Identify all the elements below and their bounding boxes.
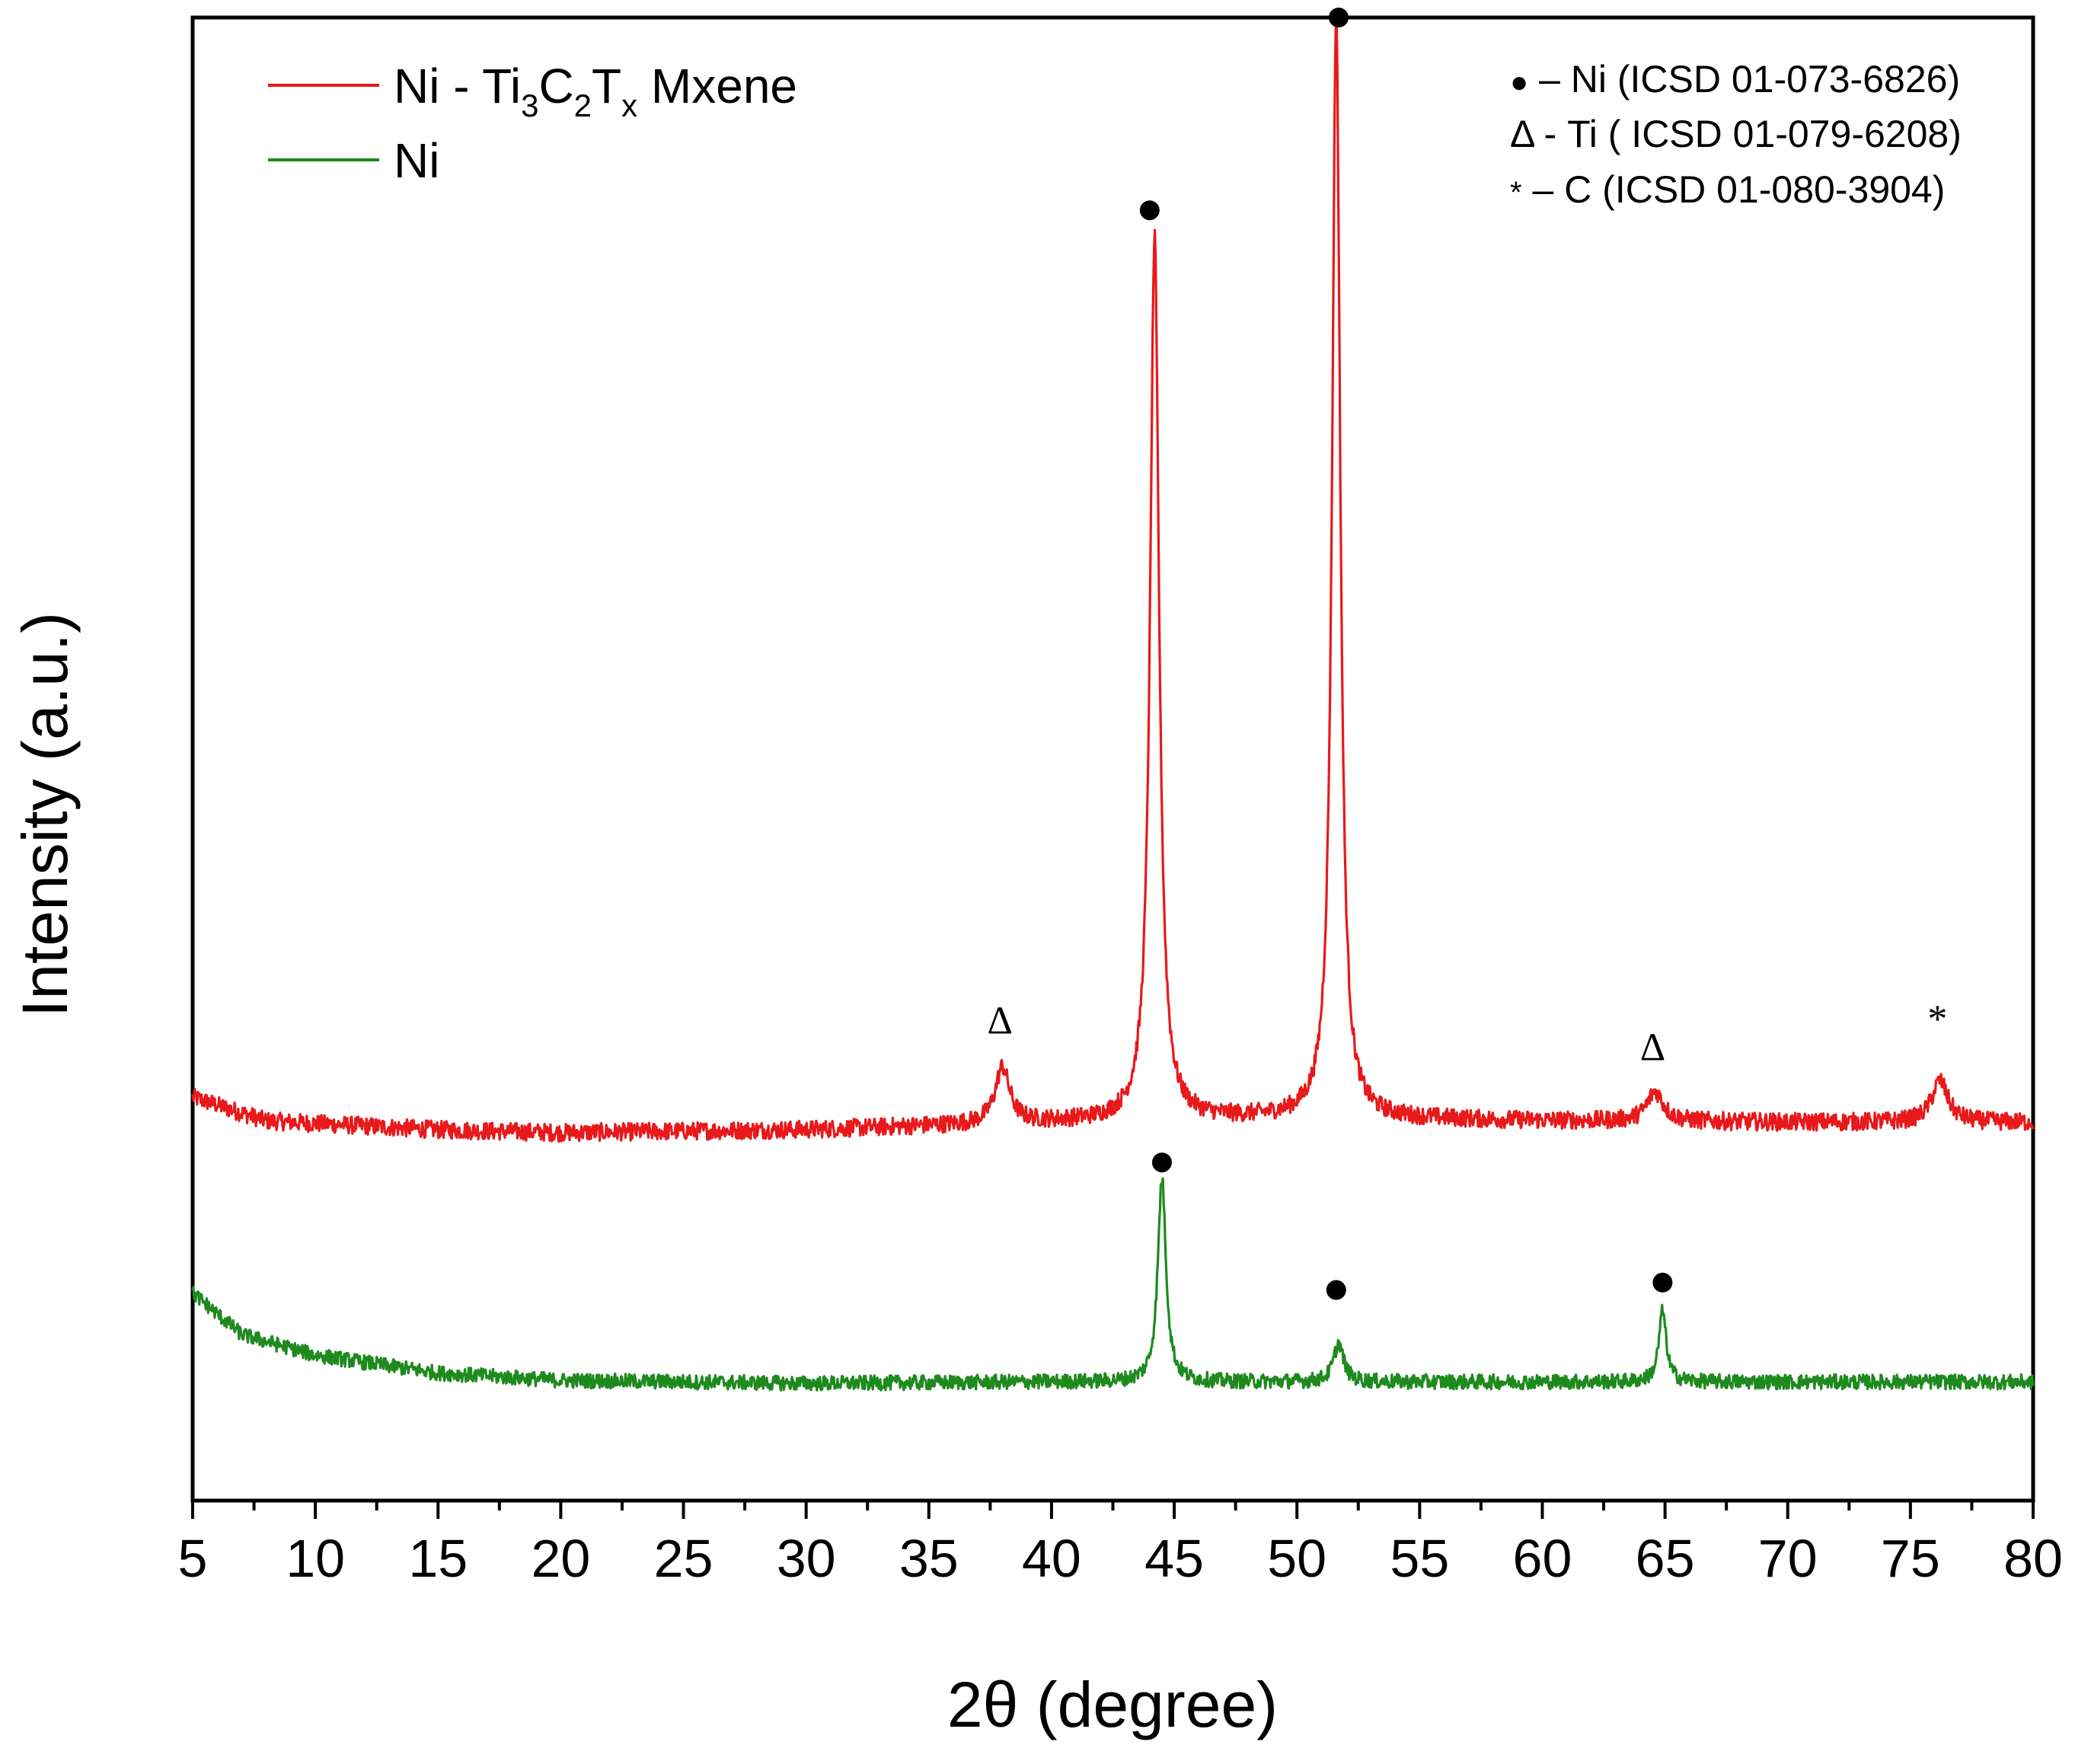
x-tick-label: 55 [1390, 1529, 1449, 1588]
reference-entry-c: * – C (ICSD 01-080-3904) [1510, 168, 1945, 211]
x-tick-label: 60 [1513, 1529, 1572, 1588]
y-axis-label: Intensity (a.u.) [9, 612, 81, 1017]
x-tick-label: 35 [899, 1529, 959, 1588]
legend-label-mxene: Ni - Ti3C2Tx Mxene [394, 59, 797, 123]
reference-entry-ni: ● – Ni (ICSD 01-073-6826) [1510, 58, 1960, 100]
ni-peak-marker [1139, 200, 1160, 221]
x-tick-label: 5 [178, 1529, 208, 1588]
x-tick-label: 65 [1636, 1529, 1695, 1588]
ni-peak-marker [1326, 1280, 1346, 1300]
x-tick-label: 30 [777, 1529, 836, 1588]
x-tick-label: 75 [1881, 1529, 1940, 1588]
reference-entry-ti: Δ - Ti ( ICSD 01-079-6208) [1510, 113, 1962, 155]
x-tick-label: 45 [1144, 1529, 1204, 1588]
reference-symbol-delta: Δ [1510, 113, 1534, 155]
x-tick-label: 50 [1267, 1529, 1326, 1588]
ti-peak-marker: Δ [1640, 1026, 1665, 1069]
ni-peak-marker [1328, 8, 1349, 27]
reference-symbol-star: * [1510, 176, 1522, 209]
series-line-ni-ti3c2tx-mxene [191, 18, 2035, 1143]
x-axis-ticks: 5 10 15 20 25 30 35 40 45 50 55 60 65 70 75 80 [178, 1501, 2063, 1588]
c-peak-marker: * [1927, 997, 1947, 1041]
legend: Ni - Ti3C2Tx Mxene Ni [268, 59, 797, 188]
ti-peak-marker: Δ [988, 999, 1013, 1042]
peak-annotations: Δ Δ * [988, 8, 1947, 1300]
ni-peak-marker [1151, 1152, 1172, 1172]
reference-symbol-dot: ● [1510, 65, 1528, 99]
reference-legend: ● – Ni (ICSD 01-073-6826) Δ - Ti ( ICSD … [1510, 58, 1962, 211]
x-tick-label: 10 [286, 1529, 345, 1588]
x-axis-label: 2θ (degree) [947, 1669, 1278, 1740]
x-tick-label: 25 [654, 1529, 713, 1588]
x-tick-label: 20 [531, 1529, 590, 1588]
x-tick-label: 80 [2003, 1529, 2063, 1588]
series-line-ni [191, 1177, 2035, 1392]
x-tick-label: 70 [1758, 1529, 1818, 1588]
x-tick-label: 15 [408, 1529, 468, 1588]
x-tick-label: 40 [1022, 1529, 1081, 1588]
ni-peak-marker [1652, 1272, 1673, 1293]
series-layer [191, 18, 2035, 1392]
legend-label-ni: Ni [394, 133, 439, 188]
